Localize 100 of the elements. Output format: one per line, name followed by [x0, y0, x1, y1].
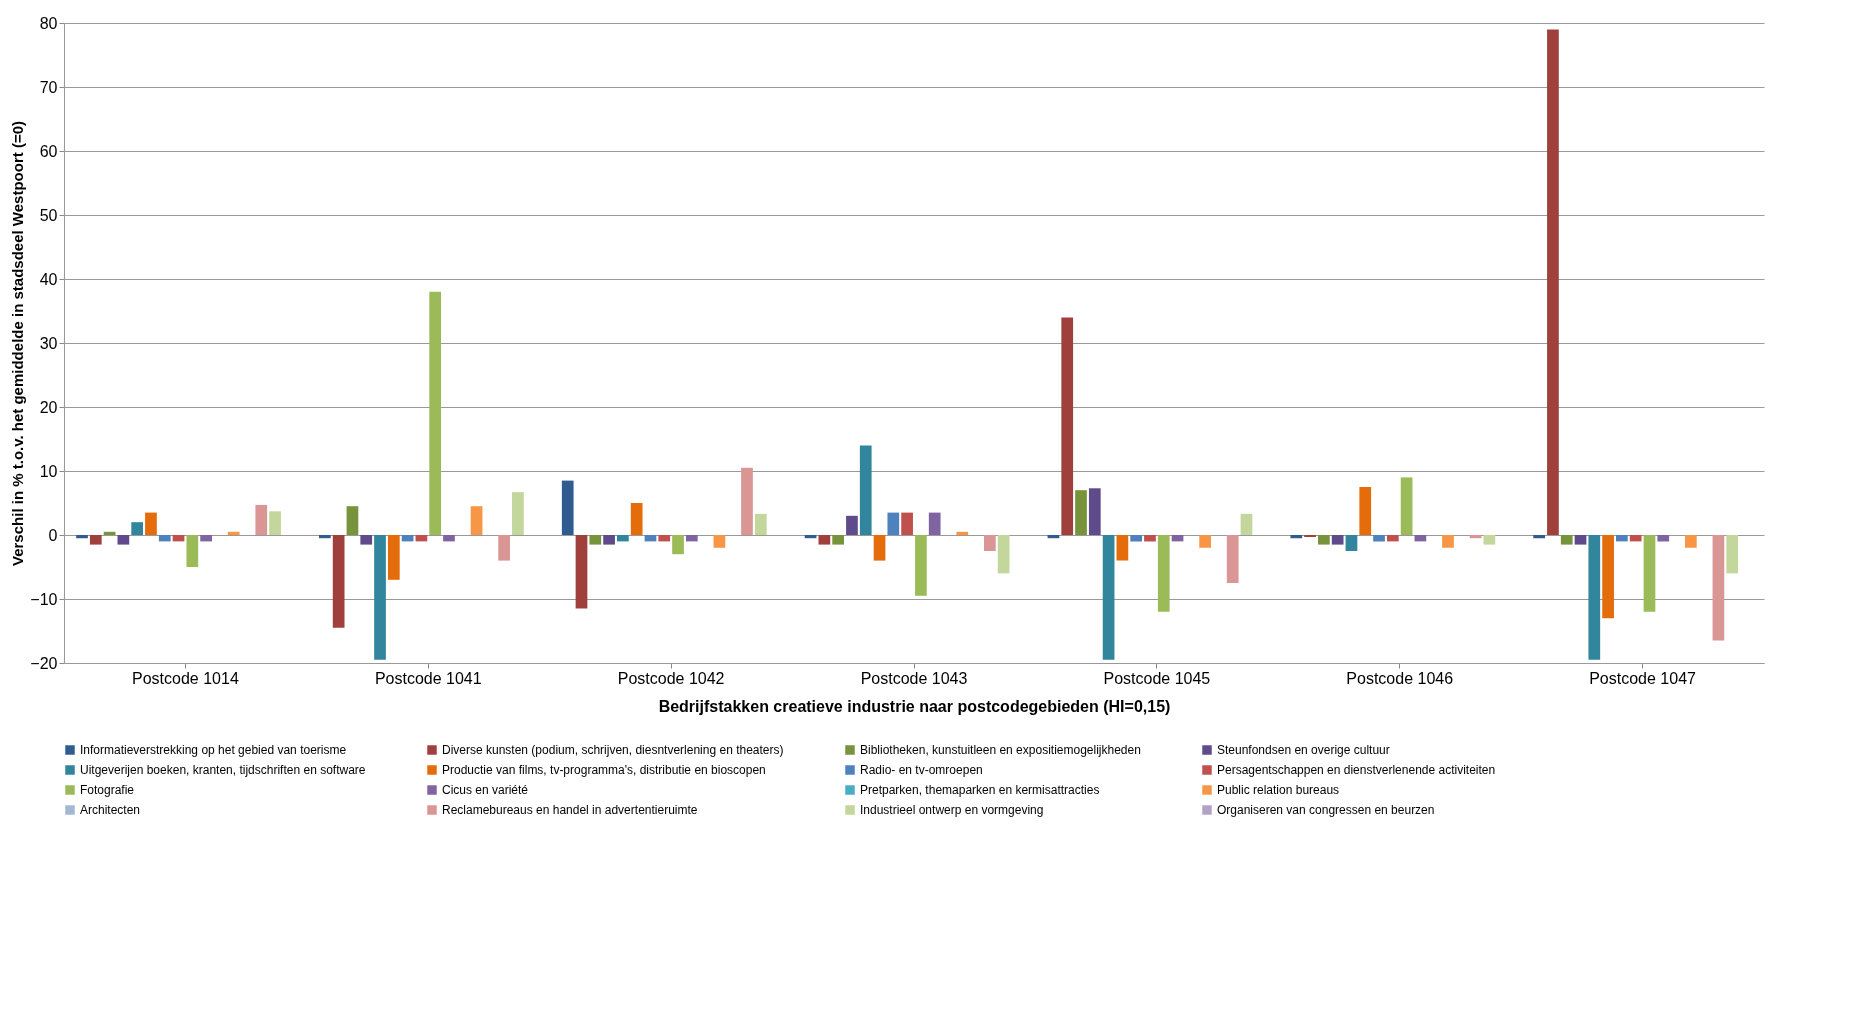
y-tick-label: −20: [30, 654, 58, 672]
bar: [1386, 535, 1399, 542]
bar: [498, 535, 510, 561]
bar: [1318, 535, 1330, 545]
bar: [269, 511, 281, 535]
y-tick-label: 10: [39, 462, 58, 480]
bar: [429, 291, 442, 535]
bar: [1130, 535, 1143, 542]
bar: [818, 535, 831, 545]
bar: [186, 535, 199, 567]
bar: [1602, 535, 1614, 619]
y-tick-label: 70: [39, 78, 58, 96]
legend-label: Industrieel ontwerp en vormgeving: [860, 803, 1044, 817]
bar: [1560, 535, 1573, 545]
bar: [617, 535, 629, 542]
legend-label: Pretparken, themaparken en kermisattracties: [860, 783, 1100, 797]
bar: [158, 535, 171, 542]
bar: [1345, 535, 1358, 551]
bar: [145, 512, 157, 535]
y-tick-label: 80: [39, 14, 58, 32]
x-tick-label: Postcode 1014: [132, 669, 239, 687]
x-tick-label: Postcode 1043: [860, 669, 968, 687]
bar: [1588, 535, 1601, 660]
x-tick-label: Postcode 1041: [374, 669, 482, 687]
bar: [1547, 29, 1559, 535]
bar: [741, 467, 753, 535]
bar: [1483, 535, 1496, 545]
bar: [1684, 535, 1697, 548]
y-tick-label: −10: [30, 590, 58, 608]
bar: [685, 535, 698, 542]
bar: [1442, 535, 1454, 548]
legend-label: Cicus en variété: [442, 783, 529, 797]
bar: [1226, 535, 1239, 583]
y-tick-label: 40: [39, 270, 58, 288]
bar: [658, 535, 671, 542]
legend-label: Uitgeverijen boeken, kranten, tijdschriften en software: [80, 763, 366, 777]
x-tick-label: Postcode 1047: [1589, 669, 1697, 687]
bar: [1088, 488, 1101, 535]
bar: [346, 506, 359, 535]
bar: [227, 531, 240, 535]
bar: [1533, 535, 1546, 539]
bar: [200, 535, 212, 542]
legend-label: Informatieverstrekking op het gebied van toerisme: [80, 743, 347, 757]
bar: [754, 513, 767, 535]
bar: [512, 492, 524, 535]
legend-label: Bibliotheken, kunstuitleen en expositiemogelijkheden: [860, 743, 1141, 757]
bar: [1657, 535, 1670, 542]
legend-label: Steunfondsen en overige cultuur: [1217, 743, 1390, 757]
bar: [1290, 535, 1303, 539]
bar: [846, 515, 858, 535]
bar: [1616, 535, 1628, 542]
bar: [76, 535, 88, 539]
x-tick-label: Postcode 1046: [1346, 669, 1454, 687]
legend-label: Organiseren van congressen en beurzen: [1217, 803, 1435, 817]
y-tick-label: 50: [39, 206, 58, 224]
legend-label: Public relation bureaus: [1217, 783, 1340, 797]
bar: [1359, 487, 1372, 535]
bar: [630, 503, 643, 535]
x-axis-title: Bedrijfstakken creatieve industrie naar postcodegebieden (HI=0,15): [658, 697, 1171, 715]
bar: [332, 535, 345, 628]
y-tick-label: 20: [39, 398, 58, 416]
bar: [470, 506, 483, 535]
bar: [1726, 535, 1739, 574]
bar: [1400, 477, 1413, 535]
bar: [1240, 513, 1253, 535]
bar: [374, 535, 386, 660]
bar: [901, 512, 913, 535]
bar: [859, 445, 872, 535]
bar: [1199, 535, 1211, 548]
legend-label: Reclamebureaus en handel in advertentieruimte: [442, 803, 698, 817]
bar: [997, 535, 1010, 574]
x-tick-label: Postcode 1045: [1103, 669, 1211, 687]
bar: [832, 535, 845, 545]
bar: [1157, 535, 1170, 612]
bar: [603, 535, 615, 545]
legend-label: Architecten: [80, 803, 141, 817]
legend-label: Fotografie: [80, 783, 135, 797]
y-tick-label: 0: [48, 526, 58, 544]
bar: [255, 504, 268, 535]
bar: [887, 512, 900, 535]
bar: [131, 522, 144, 535]
bar: [915, 535, 927, 596]
y-axis-title: Verschil in % t.o.v. het gemiddelde in stadsdeel Westpoort (=0): [9, 121, 27, 566]
bar: [387, 535, 400, 580]
bar: [360, 535, 373, 545]
bar: [1075, 490, 1087, 535]
bar: [1373, 535, 1385, 542]
legend-label: Persagentschappen en dienstverlenende activiteiten: [1217, 763, 1496, 777]
legend-label: Diverse kunsten (podium, schrijven, diesntverlening en theaters): [442, 743, 784, 757]
y-tick-label: 30: [39, 334, 58, 352]
legend-label: Radio- en tv-omroepen: [860, 763, 983, 777]
bar: [319, 535, 331, 539]
bar: [873, 535, 886, 561]
bar: [575, 535, 588, 609]
bar: [1643, 535, 1656, 612]
bar: [561, 480, 574, 535]
bar: [117, 535, 130, 545]
bar: [1061, 317, 1074, 535]
bar: [1116, 535, 1129, 561]
y-tick-label: 60: [39, 142, 58, 160]
